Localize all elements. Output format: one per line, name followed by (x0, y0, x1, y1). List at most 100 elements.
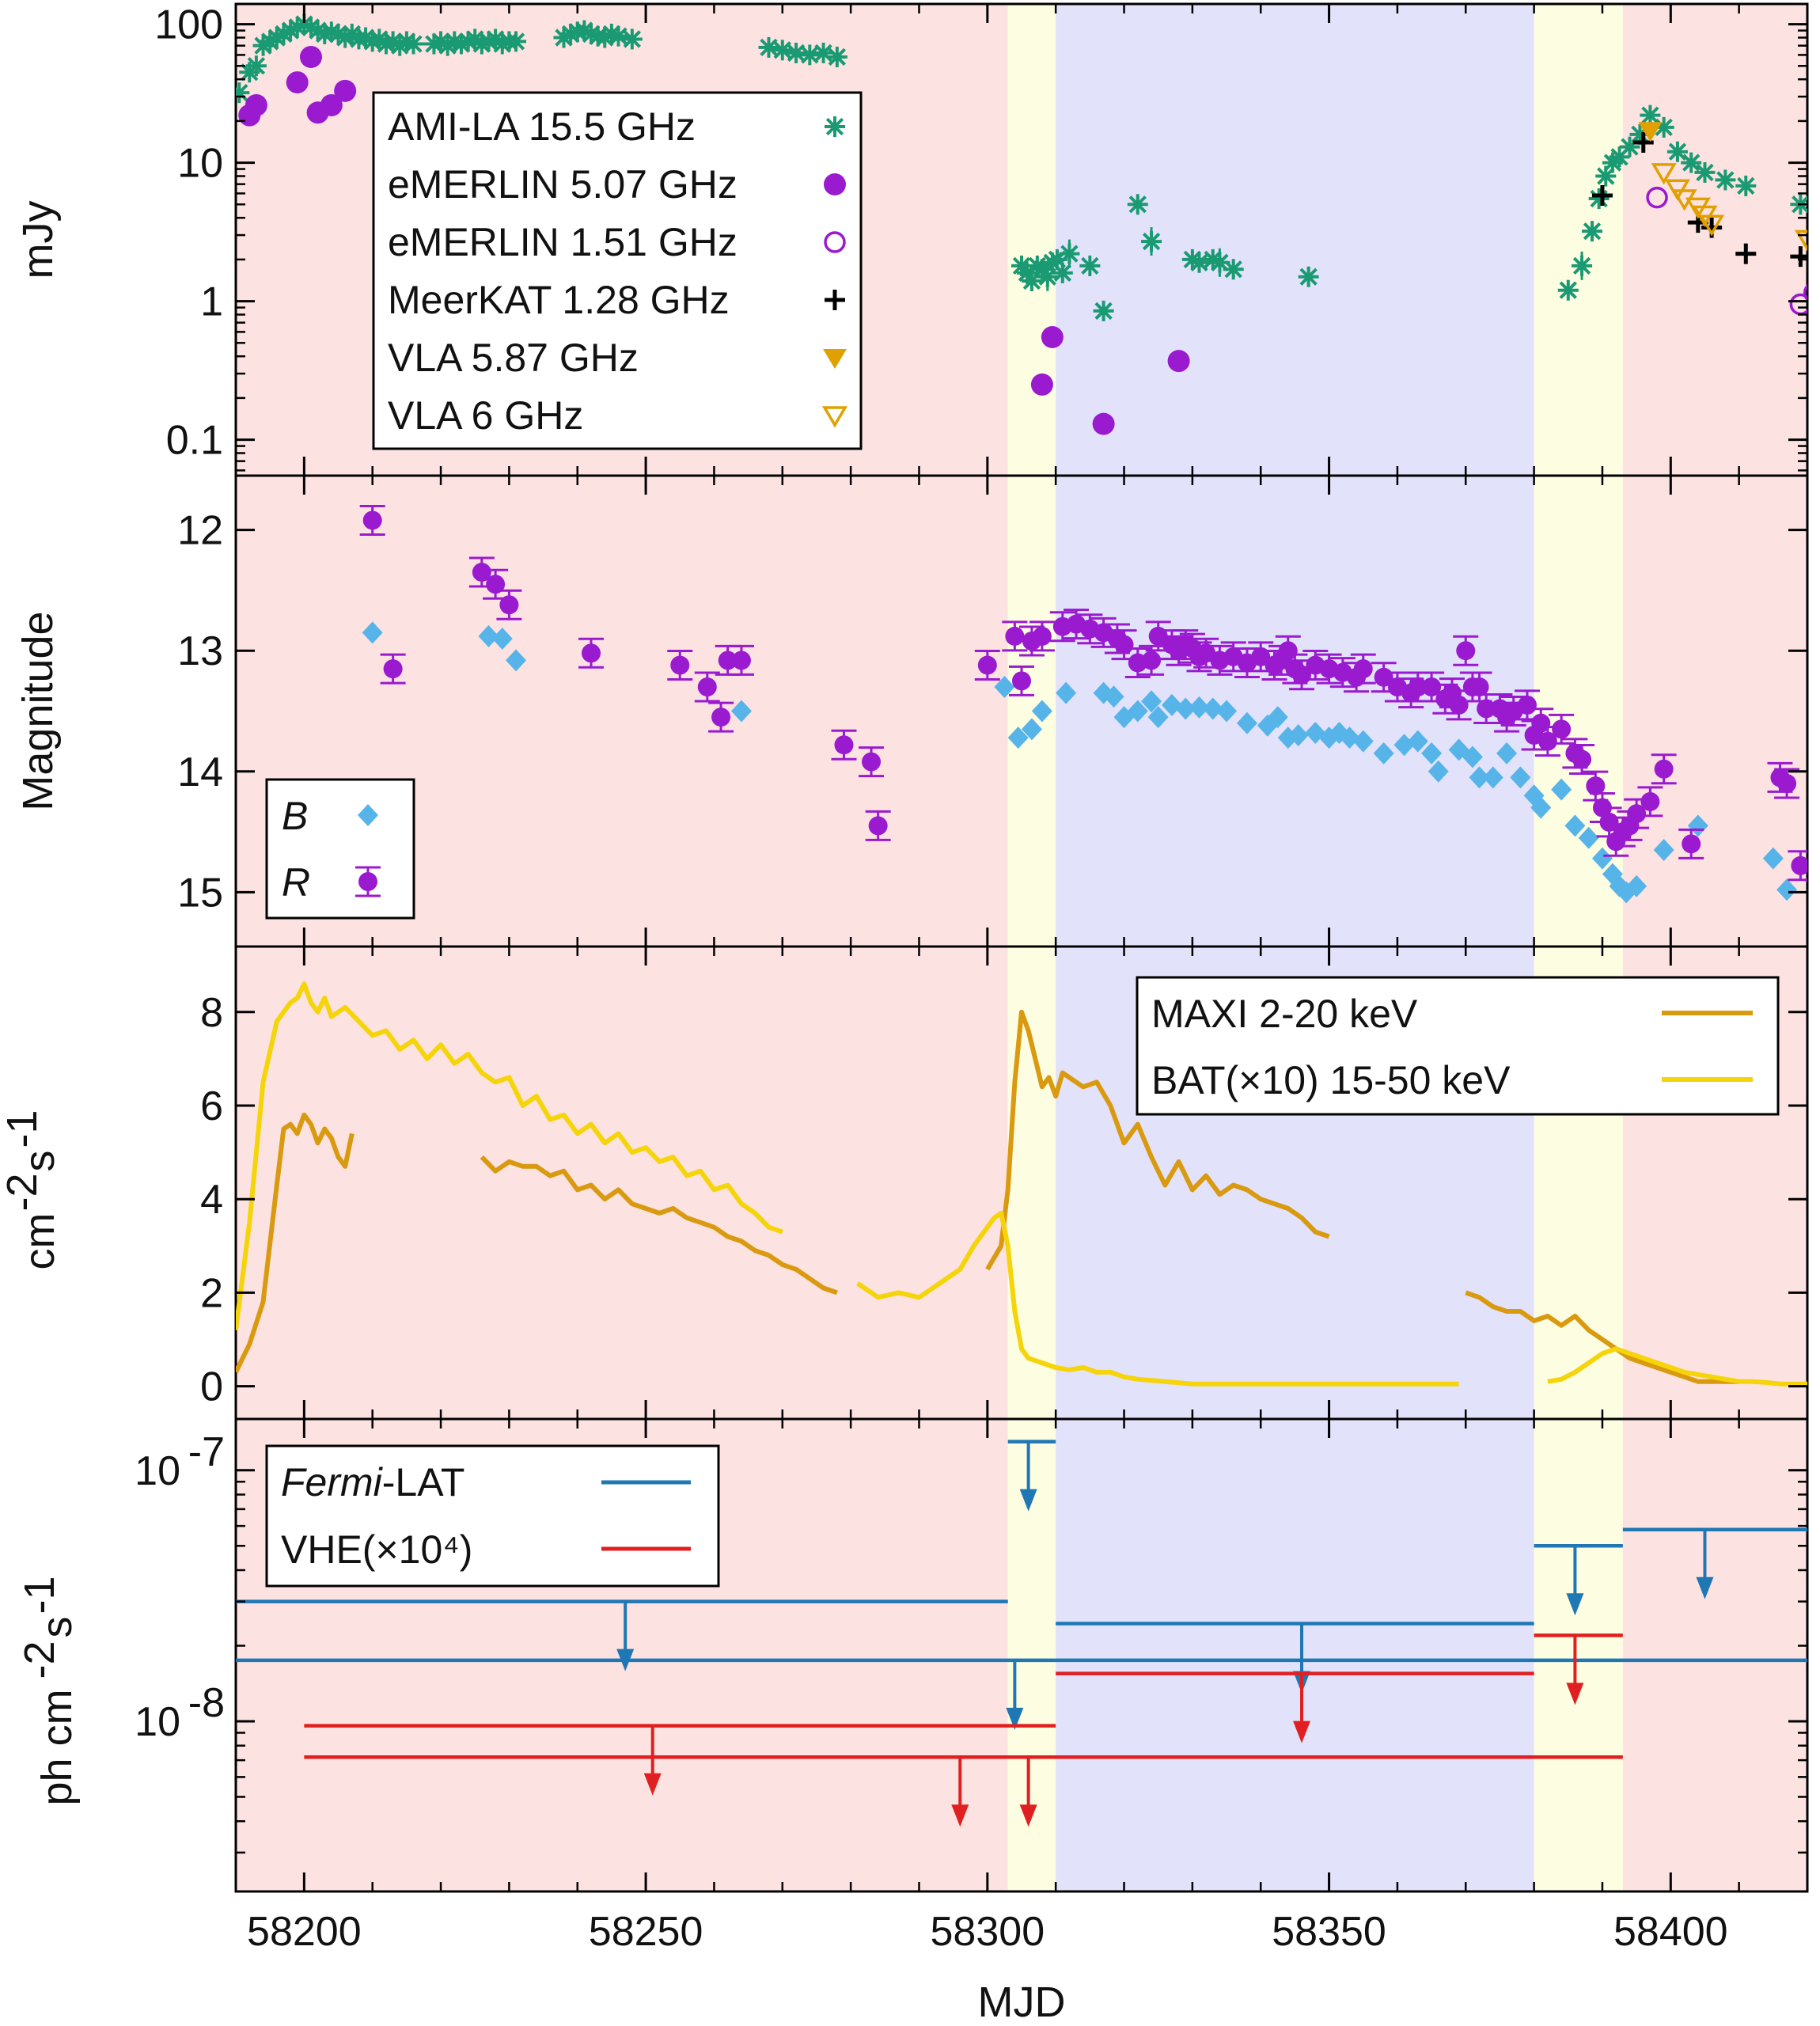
point-filled-triangle-down (1638, 122, 1663, 142)
point-circle-errorbar (359, 504, 385, 536)
point-circle-errorbar (1473, 692, 1500, 724)
legend-gamma-label: Fermi-LAT (281, 1460, 464, 1504)
ytick-exponent-gamma: -7 (188, 1429, 225, 1475)
point-asterisk (1619, 136, 1640, 157)
point-circle-errorbar-dot (362, 510, 382, 530)
point-diamond (1428, 760, 1449, 783)
point-asterisk (813, 42, 834, 63)
point-asterisk-stroke (397, 32, 416, 51)
point-diamond (1591, 847, 1613, 870)
point-circle-errorbar (831, 729, 857, 761)
point-circle-errorbar-dot (1477, 699, 1496, 719)
point-circle-errorbar (974, 650, 1000, 681)
point-diamond (1175, 697, 1196, 720)
legend-xray-label: MAXI 2-20 keV (1151, 992, 1418, 1036)
point-asterisk-stroke (301, 18, 320, 36)
point-circle-errorbar-dot (499, 595, 519, 615)
line-segment-0-0 (236, 1112, 355, 1374)
point-asterisk-stroke (801, 46, 819, 64)
upper-limit-arrow-head-1-1 (951, 1804, 969, 1827)
point-filled-circle (1041, 326, 1064, 349)
point-plus (1790, 246, 1807, 267)
point-asterisk-stroke (1583, 222, 1602, 241)
point-asterisk-stroke (1060, 245, 1079, 263)
ytick-label-optical: 13 (177, 628, 223, 674)
point-plus (1632, 131, 1654, 153)
point-asterisk (1588, 188, 1610, 210)
point-circle-errorbar-dot (711, 708, 731, 727)
legend-radio-label: eMERLIN 1.51 GHz (388, 220, 737, 264)
point-circle-errorbar (1049, 611, 1075, 643)
point-circle-errorbar-dot (1777, 774, 1797, 794)
legend-optical-label: R (282, 860, 310, 905)
point-asterisk-stroke (384, 32, 402, 51)
xtick-label: 58350 (1272, 1909, 1386, 1955)
yaxis-title-exp: -2 (0, 1173, 46, 1211)
point-filled-circle (334, 79, 357, 102)
point-asterisk (236, 82, 250, 104)
point-circle-errorbar (1583, 770, 1609, 802)
ytick-label-radio: 1 (200, 279, 223, 325)
point-circle-errorbar-dot (383, 659, 403, 679)
point-diamond (1496, 742, 1518, 764)
series-radio-4 (1638, 122, 1663, 142)
point-plus (1591, 184, 1613, 206)
point-open-triangle-down (1651, 163, 1677, 185)
point-diamond (730, 700, 752, 723)
legend-optical-symbol-dot (358, 872, 377, 891)
yaxis-title-gamma: ph cm -2 s -1 (16, 1576, 81, 1805)
ytick-label-xray: 2 (200, 1270, 223, 1316)
upper-limit-arrow-head-0-5 (1696, 1576, 1714, 1599)
point-circle-errorbar (1788, 850, 1807, 882)
yaxis-title-exp: -2 (16, 1641, 63, 1679)
yaxis-title-part: ph cm (33, 1689, 81, 1805)
point-asterisk-stroke (1668, 142, 1687, 161)
point-diamond (1103, 685, 1124, 708)
panel-frame-gamma (234, 1417, 1809, 1893)
xtick-label: 58200 (247, 1909, 362, 1955)
legend-radio-label: VLA 5.87 GHz (388, 336, 639, 380)
point-diamond (1626, 875, 1647, 897)
point-asterisk (1572, 255, 1593, 276)
point-circle-errorbar-dot (1408, 677, 1428, 696)
legend-radio-symbol (821, 406, 848, 428)
series-radio-5 (1651, 163, 1807, 252)
point-diamond (1056, 681, 1077, 704)
point-asterisk (786, 42, 807, 63)
point-asterisk-stroke (295, 15, 313, 33)
legend-optical (265, 778, 415, 920)
point-asterisk-stroke (247, 57, 266, 75)
point-asterisk (621, 28, 643, 50)
point-diamond (1236, 711, 1257, 734)
xaxis-title: MJD (978, 1979, 1066, 2026)
point-filled-circle (245, 93, 267, 116)
point-asterisk (1052, 262, 1073, 283)
point-filled-circle (1167, 350, 1190, 373)
point-asterisk (1666, 141, 1688, 162)
point-circle-errorbar (1534, 726, 1560, 757)
point-circle-errorbar (1774, 768, 1800, 799)
point-asterisk (1127, 194, 1148, 215)
point-asterisk (1059, 243, 1080, 264)
point-circle-errorbar (1637, 786, 1663, 818)
point-asterisk-stroke (828, 47, 847, 66)
point-circle-errorbar-dot (1005, 626, 1025, 646)
point-circle-errorbar (578, 637, 605, 669)
point-asterisk-stroke (1204, 250, 1222, 269)
line-segment-1-0 (236, 981, 783, 1331)
series-radio-1 (238, 45, 1190, 435)
legend-gamma-label-rest: -LAT (382, 1460, 465, 1504)
point-circle-errorbar (1002, 620, 1028, 652)
point-asterisk (1681, 152, 1702, 173)
ytick-exponent-gamma: -8 (188, 1680, 225, 1726)
point-diamond (1687, 814, 1708, 837)
point-diamond (1564, 814, 1586, 837)
legend-radio-symbol (823, 349, 847, 369)
point-diamond (491, 627, 513, 650)
point-asterisk-stroke (1737, 176, 1755, 195)
point-asterisk-stroke (602, 25, 621, 44)
xtick-label: 58250 (589, 1909, 703, 1955)
point-circle-errorbar-dot (1538, 731, 1557, 751)
point-diamond (1373, 742, 1394, 764)
